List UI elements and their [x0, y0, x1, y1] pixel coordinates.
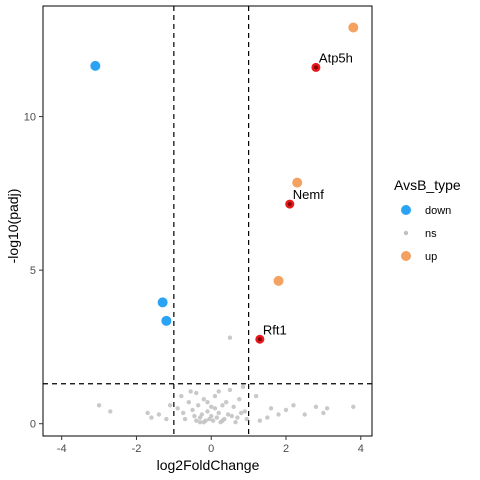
legend-key-up: [401, 251, 411, 261]
ns-point: [268, 406, 274, 411]
down-point: [161, 315, 172, 326]
ns-point: [321, 410, 326, 416]
ns-point: [291, 403, 296, 408]
ns-point: [283, 407, 289, 413]
ns-point: [229, 413, 235, 419]
ns-point: [197, 419, 203, 425]
ns-point: [96, 403, 102, 408]
legend-key-down: [401, 205, 411, 215]
ns-point: [227, 335, 233, 340]
ns-point: [242, 409, 248, 414]
ns-point: [194, 390, 199, 396]
ns-point: [209, 404, 214, 410]
gene-label: Rft1: [263, 322, 287, 337]
panel-border: [42, 5, 373, 437]
ns-point: [212, 406, 218, 411]
ns-point: [192, 413, 197, 419]
ns-point: [231, 404, 236, 410]
up-point: [292, 177, 303, 188]
ns-point: [253, 393, 259, 399]
ns-point: [190, 407, 195, 413]
y-axis-title: -log10(padj): [5, 189, 21, 264]
ns-point: [156, 412, 162, 417]
ns-point: [313, 404, 319, 410]
highlighted-gene-point-core: [313, 65, 318, 70]
down-point: [157, 297, 168, 308]
ns-point: [214, 415, 220, 420]
ns-point: [167, 403, 173, 408]
ns-point: [276, 412, 281, 417]
ns-point: [257, 418, 263, 423]
ns-point: [179, 393, 184, 399]
ns-point: [194, 418, 199, 423]
ns-point: [351, 404, 356, 410]
ns-point: [205, 400, 210, 405]
highlighted-gene-point-core: [287, 202, 292, 207]
ns-point: [324, 406, 330, 411]
ns-point: [216, 410, 221, 416]
legend: AvsB_type down ns up: [394, 177, 461, 263]
y-tick-label: 10: [24, 112, 36, 124]
ns-point: [186, 400, 192, 405]
gene-label: Atp5h: [319, 50, 353, 65]
ns-point: [223, 400, 229, 405]
highlighted-gene-point-core: [257, 337, 262, 342]
legend-title: AvsB_type: [394, 177, 461, 193]
x-tick-label: -4: [57, 443, 67, 455]
ns-point: [225, 412, 231, 417]
legend-label-up: up: [425, 251, 437, 263]
ns-point: [210, 418, 216, 423]
ns-point: [108, 409, 113, 414]
ns-point: [240, 384, 246, 390]
ns-point: [199, 412, 205, 417]
annotations: Atp5h Nemf Rft1: [263, 50, 353, 337]
ns-point: [164, 416, 169, 422]
ns-point: [149, 415, 154, 420]
y-tick-label: 0: [30, 419, 36, 431]
legend-key-ns: [403, 230, 409, 236]
ns-point: [220, 418, 225, 423]
legend-label-ns: ns: [425, 228, 437, 240]
ns-point: [145, 410, 150, 416]
ns-point: [182, 416, 188, 422]
plot-panel: [42, 5, 373, 437]
legend-label-down: down: [425, 205, 451, 217]
ns-point: [188, 389, 193, 394]
ns-point: [195, 403, 201, 408]
ns-point: [205, 409, 210, 414]
ns-point: [244, 416, 249, 422]
y-tick-label: 5: [30, 265, 36, 277]
ns-point: [209, 413, 214, 419]
ns-point: [235, 415, 240, 420]
ns-point: [212, 393, 218, 399]
ns-point: [302, 412, 307, 417]
x-tick-label: 0: [208, 443, 214, 455]
axes: -4 -2 0 2 4 0 5 10: [24, 112, 364, 455]
ns-point: [175, 406, 180, 411]
ns-point: [265, 415, 270, 420]
gene-label: Nemf: [293, 187, 324, 202]
up-point: [348, 22, 359, 33]
ns-point: [201, 396, 206, 402]
ns-point: [220, 403, 225, 408]
ns-point: [180, 410, 186, 416]
ns-point: [237, 396, 242, 402]
x-tick-label: -2: [132, 443, 142, 455]
ns-point: [233, 419, 238, 425]
x-tick-label: 4: [358, 443, 364, 455]
ns-point: [227, 387, 233, 393]
ns-point: [201, 419, 206, 425]
ns-point: [216, 389, 221, 394]
x-axis-title: log2FoldChange: [157, 457, 260, 473]
down-point: [90, 60, 101, 71]
up-point: [273, 275, 284, 286]
ns-point: [238, 410, 244, 416]
x-tick-label: 2: [283, 443, 289, 455]
data-points: [90, 22, 359, 425]
